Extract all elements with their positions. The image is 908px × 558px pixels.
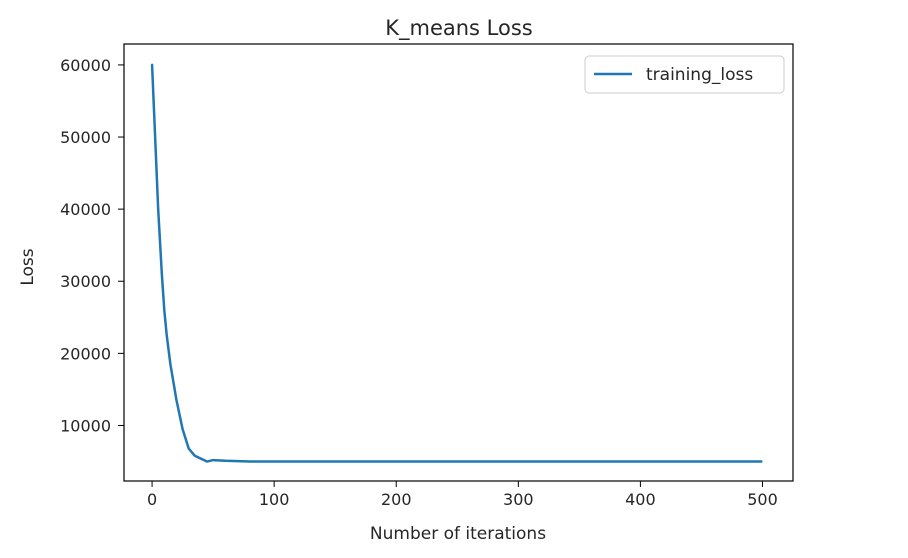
y-tick-label: 40000 <box>60 200 111 219</box>
y-axis-ticks: 10000 20000 30000 40000 50000 60000 <box>60 56 124 435</box>
x-tick-label: 200 <box>381 490 412 509</box>
y-tick-label: 60000 <box>60 56 111 75</box>
x-axis-ticks: 0 100 200 300 400 500 <box>147 481 778 509</box>
x-axis-label: Number of iterations <box>370 524 546 544</box>
x-tick-label: 300 <box>503 490 534 509</box>
x-tick-label: 500 <box>747 490 778 509</box>
y-tick-label: 20000 <box>60 344 111 363</box>
y-tick-label: 50000 <box>60 128 111 147</box>
legend-label-training_loss: training_loss <box>646 65 753 85</box>
y-axis-label: Loss <box>18 248 38 285</box>
x-tick-label: 0 <box>147 490 157 509</box>
plot-area-frame <box>123 43 794 482</box>
y-tick-label: 30000 <box>60 272 111 291</box>
y-tick-label: 10000 <box>60 416 111 435</box>
x-tick-label: 100 <box>259 490 290 509</box>
legend: training_loss <box>584 55 785 94</box>
legend-box <box>584 55 785 94</box>
chart-title: K_means Loss <box>385 16 533 41</box>
x-tick-label: 400 <box>625 490 656 509</box>
series-line-training_loss <box>150 63 763 463</box>
